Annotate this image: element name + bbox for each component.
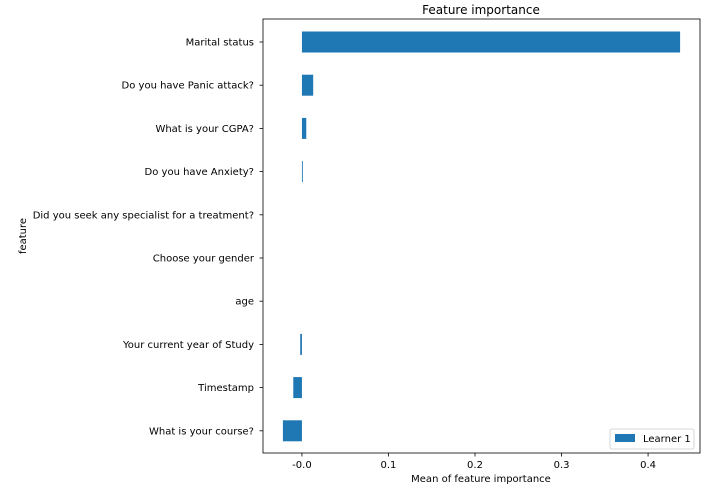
x-tick-label: 0.2 [467, 460, 483, 471]
y-axis-title: feature [18, 218, 29, 254]
bar [300, 333, 302, 355]
y-tick-label: Choose your gender [153, 254, 255, 265]
x-tick-label: -0.0 [292, 460, 312, 471]
y-tick-label: Do you have Panic attack? [122, 81, 254, 92]
x-axis: -0.0 0.1 0.2 0.3 0.4 [292, 453, 656, 471]
chart-title: Feature importance [422, 3, 540, 17]
y-tick-label: What is your course? [149, 426, 254, 437]
y-tick-label: Timestamp [197, 383, 254, 394]
x-tick-label: 0.3 [554, 460, 570, 471]
bar [301, 74, 314, 96]
y-tick-label: age [235, 297, 254, 308]
bar [301, 161, 303, 183]
bar [293, 377, 302, 399]
bars-group [282, 31, 681, 442]
x-tick-label: 0.1 [381, 460, 397, 471]
plot-frame [262, 18, 701, 454]
bar [282, 420, 302, 442]
y-axis: Marital status Do you have Panic attack? W… [33, 38, 263, 437]
y-tick-label: Marital status [186, 38, 254, 49]
y-tick-label: Do you have Anxiety? [145, 167, 254, 178]
bar [301, 31, 681, 53]
bar [301, 117, 307, 139]
x-tick-label: 0.4 [640, 460, 656, 471]
x-axis-title: Mean of feature importance [411, 474, 551, 485]
legend-label: Learner 1 [643, 434, 691, 445]
y-tick-label: Did you seek any specialist for a treatm… [33, 210, 254, 221]
y-tick-label: What is your CGPA? [155, 124, 254, 135]
legend-swatch [615, 434, 635, 442]
legend: Learner 1 [609, 428, 695, 450]
y-tick-label: Your current year of Study [122, 340, 254, 351]
